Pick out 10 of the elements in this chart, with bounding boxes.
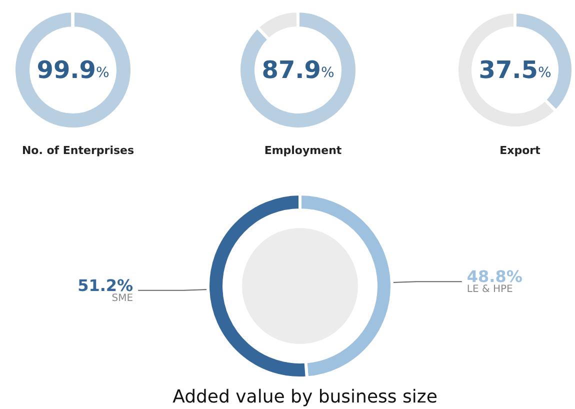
text: No. of Enterprises [22, 144, 134, 157]
data-label: 87.9% [262, 56, 334, 84]
slice-label: SME [112, 292, 134, 304]
text: Added value by business size [172, 386, 438, 408]
data-label: 37.5% [478, 56, 552, 84]
slice-label: LE & HPE [466, 284, 513, 296]
data-label: 99.9% [36, 56, 110, 84]
data-label: 51.2% [78, 276, 134, 295]
text: Export [500, 144, 540, 157]
text: Employment [264, 144, 342, 157]
